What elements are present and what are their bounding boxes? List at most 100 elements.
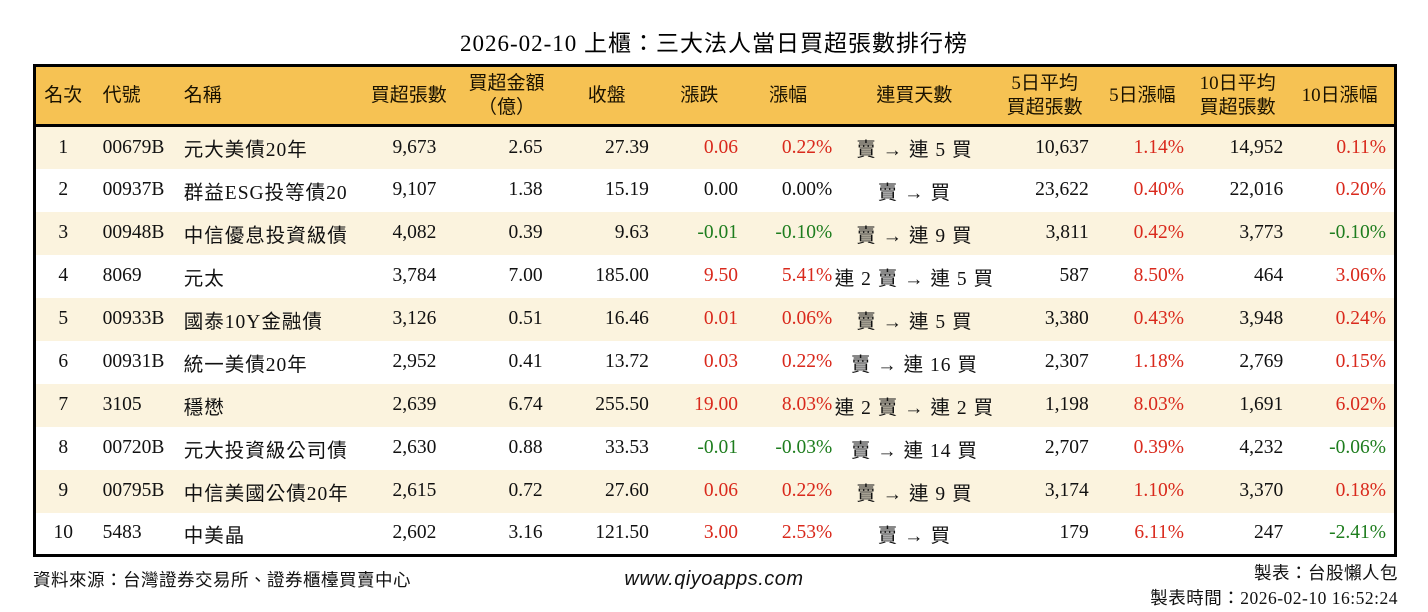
cell-pct5: 8.50% [1133, 265, 1184, 286]
cell-avg5: 3,380 [1044, 308, 1089, 329]
cell-amount: 2.65 [508, 136, 543, 158]
cell-amount: 0.88 [508, 437, 543, 458]
cell-net-buy: 3,126 [392, 308, 437, 329]
col-header-change-pct: 漲幅 [742, 65, 835, 127]
cell-change: 3.00 [703, 522, 739, 544]
cell-net-buy: 2,602 [392, 522, 437, 544]
cell-name: 統一美債20年 [183, 354, 308, 376]
table-row: 6 00931B 統一美債20年 2,952 0.41 13.72 0.03 0.22% 賣 →… [34, 340, 1396, 384]
col-header-change: 漲跌 [656, 65, 743, 127]
cell-change-pct: 0.22% [781, 480, 833, 501]
cell-change-pct: 0.22% [781, 136, 833, 158]
website-url: www.qiyoapps.com [624, 568, 804, 590]
cell-code: 00720B [102, 437, 165, 458]
cell-change-pct: 2.53% [781, 522, 833, 544]
cell-net-buy: 2,952 [392, 351, 437, 372]
cell-pct5: 0.43% [1133, 308, 1184, 329]
made-by: 製表：台股懶人包 [1254, 563, 1398, 583]
cell-amount: 0.51 [508, 308, 543, 329]
cell-change: -0.01 [697, 437, 739, 458]
cell-code: 00931B [102, 351, 165, 372]
cell-streak: 連 2 賣 → 連 5 買 [834, 268, 995, 290]
cell-avg10: 464 [1253, 265, 1284, 286]
cell-change: 0.01 [703, 308, 739, 329]
cell-pct5: 1.14% [1133, 136, 1184, 158]
cell-rank: 9 [58, 480, 69, 501]
cell-change-pct: 0.22% [781, 351, 833, 372]
cell-pct5: 0.40% [1133, 179, 1184, 200]
cell-pct10: 0.24% [1335, 308, 1386, 329]
cell-streak: 連 2 賣 → 連 2 買 [834, 397, 995, 419]
cell-pct5: 0.39% [1133, 437, 1184, 458]
cell-amount: 0.72 [508, 480, 543, 501]
cell-code: 00933B [102, 308, 165, 329]
cell-avg10: 3,773 [1239, 222, 1284, 243]
data-source-note: 資料來源：台灣證券交易所、證券櫃檯買賣中心 [33, 570, 411, 590]
cell-amount: 0.41 [508, 351, 543, 372]
cell-amount: 3.16 [508, 522, 543, 544]
cell-avg5: 23,622 [1035, 179, 1089, 200]
cell-streak: 賣 → 連 5 買 [856, 140, 973, 162]
col-header-avg10: 10日平均 買超張數 [1189, 65, 1286, 127]
cell-rank: 7 [58, 394, 69, 415]
cell-name: 元大投資級公司債 [183, 440, 348, 462]
cell-code: 00948B [102, 222, 165, 243]
cell-rank: 2 [58, 179, 69, 200]
cell-rank: 4 [58, 265, 69, 286]
cell-rank: 1 [58, 136, 69, 158]
cell-avg5: 2,307 [1044, 351, 1089, 372]
cell-close: 27.39 [604, 136, 649, 158]
cell-avg10: 14,952 [1229, 136, 1284, 158]
cell-avg10: 3,370 [1239, 480, 1284, 501]
cell-amount: 6.74 [508, 394, 543, 415]
cell-rank: 8 [58, 437, 69, 458]
cell-avg10: 3,948 [1239, 308, 1284, 329]
cell-rank: 3 [58, 222, 69, 243]
col-header-close: 收盤 [556, 65, 657, 127]
table-row: 2 00937B 群益ESG投等債20 9,107 1.38 15.19 0.00 0.00%… [34, 168, 1396, 212]
col-header-streak: 連買天數 [834, 65, 995, 127]
table-row: 9 00795B 中信美國公債20年 2,615 0.72 27.60 0.06 0.22% 賣… [34, 469, 1396, 513]
cell-streak: 賣 → 連 5 買 [856, 311, 973, 333]
cell-change-pct: 0.00% [781, 179, 833, 200]
cell-pct10: 0.18% [1335, 480, 1386, 501]
cell-code: 8069 [102, 265, 142, 286]
cell-code: 00937B [102, 179, 165, 200]
cell-avg10: 247 [1253, 522, 1284, 544]
cell-close: 15.19 [604, 179, 649, 200]
cell-pct5: 6.11% [1134, 522, 1184, 544]
cell-name: 元大美債20年 [183, 140, 308, 162]
cell-code: 00795B [102, 480, 165, 501]
cell-name: 中信美國公債20年 [183, 483, 349, 505]
cell-net-buy: 2,615 [392, 480, 437, 501]
cell-streak: 賣 → 連 9 買 [856, 225, 973, 247]
table-row: 8 00720B 元大投資級公司債 2,630 0.88 33.53 -0.01 -0.03%… [34, 426, 1396, 470]
cell-net-buy: 3,784 [392, 265, 437, 286]
cell-change: -0.01 [697, 222, 739, 243]
cell-pct10: 0.15% [1335, 351, 1386, 372]
cell-pct5: 1.18% [1133, 351, 1184, 372]
cell-name: 國泰10Y金融債 [183, 311, 323, 333]
cell-avg10: 22,016 [1229, 179, 1284, 200]
cell-avg5: 587 [1059, 265, 1089, 286]
cell-change: 0.00 [703, 179, 739, 200]
cell-streak: 賣 → 買 [877, 182, 952, 204]
cell-amount: 1.38 [508, 179, 543, 200]
cell-pct10: 6.02% [1335, 394, 1386, 415]
cell-avg5: 3,811 [1045, 222, 1089, 243]
cell-avg5: 2,707 [1044, 437, 1089, 458]
col-header-amount: 買超金額 （億） [456, 65, 557, 127]
cell-close: 255.50 [595, 394, 649, 415]
ranking-table: 名次 代號 名稱 買超張數 買超金額 （億） 收盤 漲跌 漲幅 連買天數 5日平均 買超張數 5日漲… [33, 64, 1397, 557]
cell-net-buy: 9,107 [392, 179, 437, 200]
cell-amount: 7.00 [508, 265, 543, 286]
cell-code: 00679B [102, 136, 165, 158]
table-body: 1 00679B 元大美債20年 9,673 2.65 27.39 0.06 0.22% 賣 →… [34, 125, 1396, 556]
cell-close: 13.72 [604, 351, 649, 372]
cell-net-buy: 9,673 [392, 136, 437, 158]
table-row: 10 5483 中美晶 2,602 3.16 121.50 3.00 2.53% 賣 → 買 17… [34, 512, 1396, 556]
cell-close: 27.60 [604, 480, 649, 501]
made-time: 製表時間：2026-02-10 16:52:24 [1150, 588, 1398, 609]
cell-net-buy: 2,630 [392, 437, 437, 458]
cell-avg5: 1,198 [1044, 394, 1089, 415]
